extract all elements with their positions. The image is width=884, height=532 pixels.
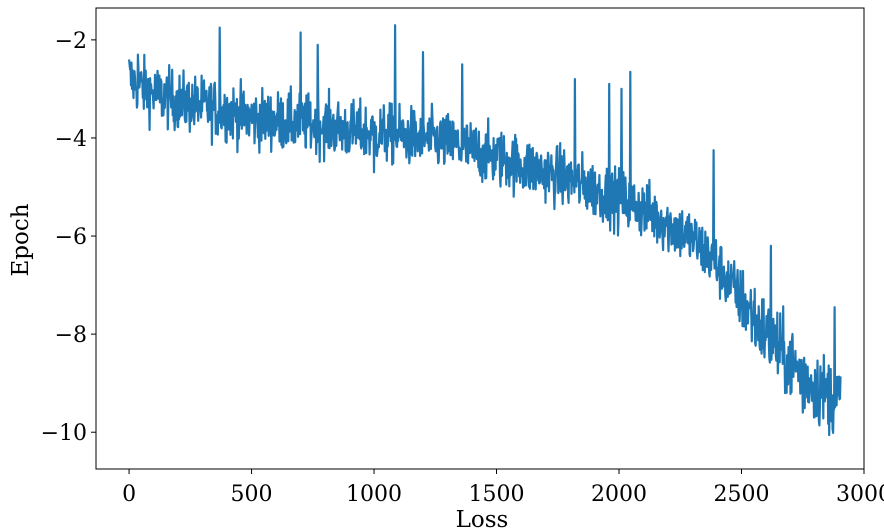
x-axis-label: Loss [456,507,509,532]
x-axis: 0 500 1000 1500 2000 2500 3000 [122,469,884,507]
y-tick-label: −8 [55,323,87,348]
plot-frame [95,7,865,470]
y-tick-label: −2 [55,29,87,54]
y-axis: −2 −4 −6 −8 −10 [41,29,96,446]
x-tick-label: 2500 [714,482,770,507]
x-tick-label: 1000 [346,482,402,507]
x-tick-label: 3000 [836,482,884,507]
y-axis-label: Epoch [8,203,34,276]
y-tick-label: −6 [55,225,87,250]
x-tick-label: 0 [122,482,136,507]
series-line [128,24,842,437]
x-tick-label: 500 [231,482,273,507]
x-tick-label: 1500 [469,482,525,507]
y-tick-label: −10 [41,421,87,446]
plot-area [128,24,842,437]
y-tick-label: −4 [55,127,87,152]
plot-background [96,8,864,469]
x-tick-label: 2000 [591,482,647,507]
